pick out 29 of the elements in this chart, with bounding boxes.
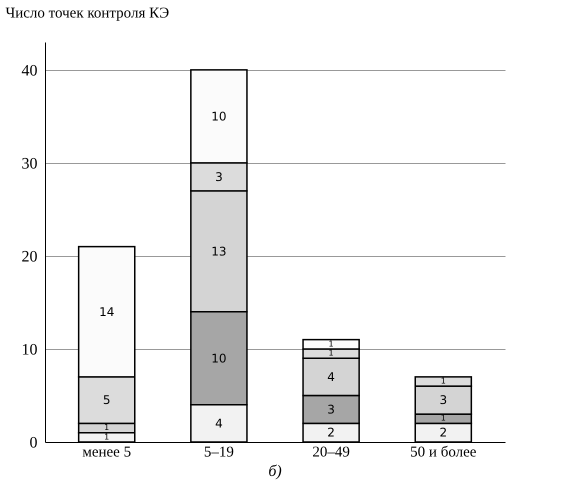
data-label: 10	[211, 109, 227, 124]
data-label: 1	[328, 348, 334, 358]
data-label: 3	[327, 402, 335, 416]
data-label: 4	[327, 370, 335, 384]
data-label: 2	[439, 426, 448, 440]
data-label: 13	[211, 244, 227, 258]
data-label: 14	[99, 304, 114, 319]
data-label: 1	[440, 376, 446, 386]
data-label: 3	[439, 393, 448, 408]
y-tick-label: 20	[22, 248, 38, 266]
y-axis-title: Число точек контроля КЭ	[6, 6, 170, 22]
x-tick-label: 20–49	[312, 444, 350, 460]
text: б)	[268, 463, 282, 480]
x-tick-label: менее 5	[82, 444, 132, 460]
data-label: 5	[102, 393, 111, 408]
data-label: 3	[215, 170, 223, 184]
y-tick-label: 40	[22, 62, 38, 80]
data-label: 1	[104, 432, 110, 442]
y-tick-label: 10	[22, 341, 38, 358]
data-label: 10	[211, 351, 227, 366]
x-tick-label: 50 и более	[410, 444, 477, 460]
x-tick-label: 5–19	[204, 444, 234, 460]
data-label: 4	[215, 416, 223, 430]
data-label: 1	[440, 414, 446, 423]
data-label: 1	[328, 339, 334, 348]
data-label: 2	[327, 426, 335, 440]
y-tick-label: 0	[30, 434, 38, 452]
y-tick-label: 30	[22, 155, 38, 172]
data-label: 1	[104, 423, 110, 432]
